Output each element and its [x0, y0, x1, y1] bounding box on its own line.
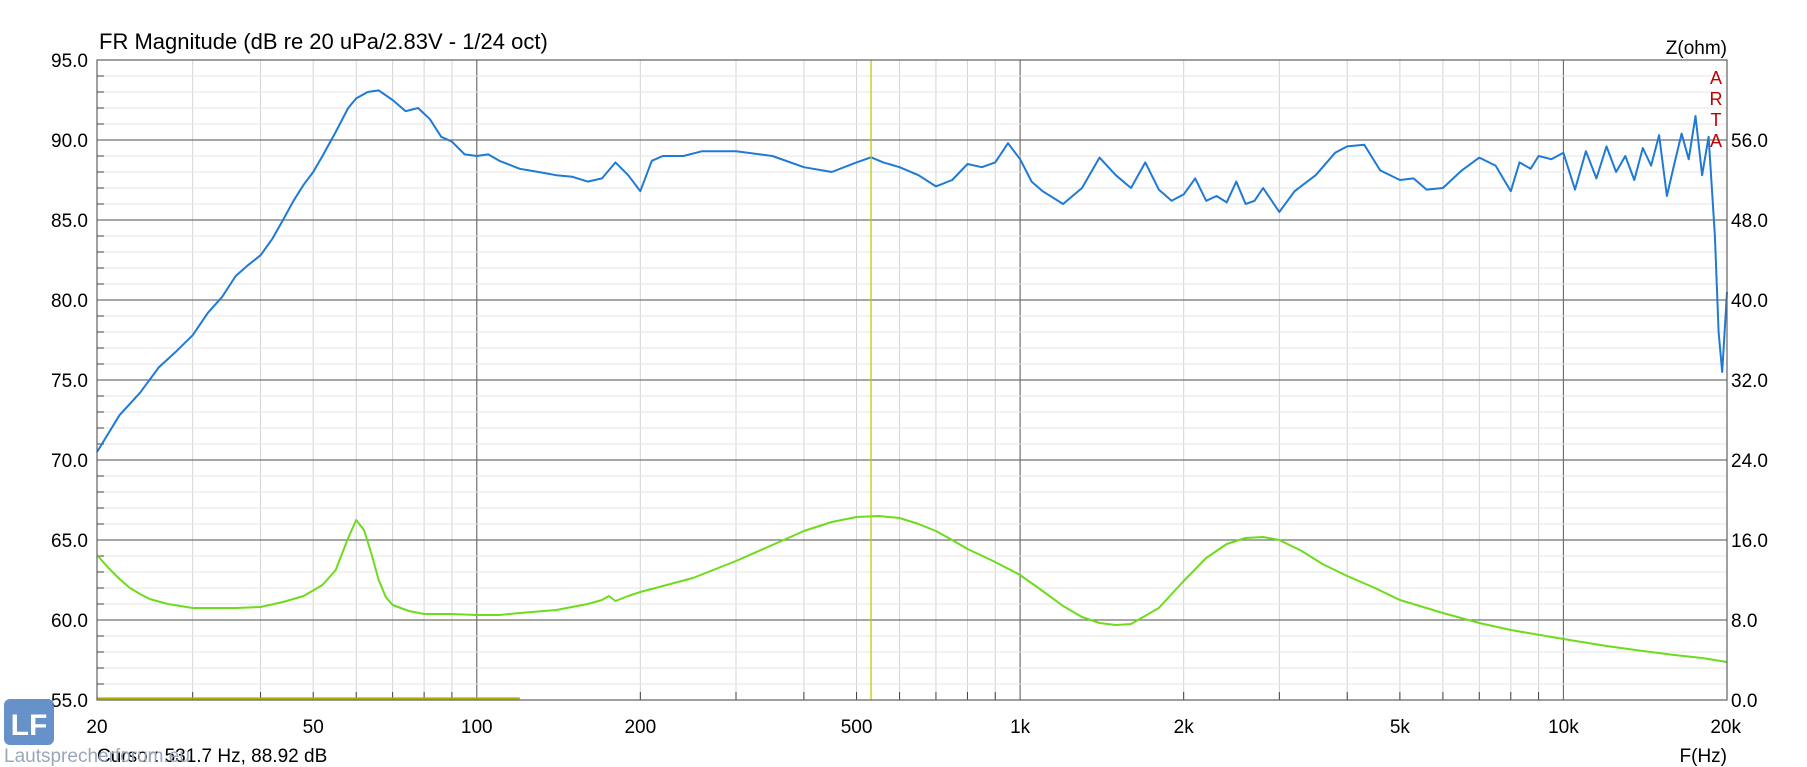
y-right-tick-label: 56.0	[1731, 131, 1768, 152]
x-tick-label: 10k	[1548, 717, 1579, 738]
y-left-tick-label: 60.0	[51, 611, 88, 632]
arta-letter: R	[1710, 89, 1723, 109]
y-right-tick-label: 16.0	[1731, 531, 1768, 552]
x-tick-label: 50	[303, 717, 324, 738]
x-tick-label: 200	[624, 717, 656, 738]
watermark-text: Lautsprecherforum.eu	[4, 746, 190, 767]
arta-letter: A	[1710, 68, 1722, 88]
labels: 95.0 90.0 85.0 80.0 75.0 70.0 65.0 60.0 55.0 56.0…	[51, 51, 1768, 738]
y-left-tick-label: 55.0	[51, 691, 88, 712]
x-tick-label: 20k	[1710, 717, 1741, 738]
grid	[97, 60, 1727, 700]
x-tick-label: 20	[86, 717, 107, 738]
y-left-tick-label: 65.0	[51, 531, 88, 552]
chart-title: FR Magnitude (dB re 20 uPa/2.83V - 1/24 …	[99, 29, 548, 54]
y-left-tick-label: 90.0	[51, 131, 88, 152]
y-right-tick-label: 32.0	[1731, 371, 1768, 392]
cursor-readout: Cursor: 531.7 Hz, 88.92 dB	[97, 746, 327, 767]
y-right-tick-label: 40.0	[1731, 291, 1768, 312]
x-tick-label: 100	[461, 717, 493, 738]
x-tick-label: 2k	[1174, 717, 1195, 738]
watermark-logo-text: LF	[11, 709, 48, 742]
arta-letter: T	[1711, 110, 1722, 130]
x-tick-label: 500	[841, 717, 873, 738]
x-tick-label: 1k	[1010, 717, 1031, 738]
watermark-logo-icon	[4, 699, 54, 745]
x-tick-label: 5k	[1390, 717, 1411, 738]
curves	[96, 89, 1728, 700]
y-right-tick-label: 48.0	[1731, 211, 1768, 232]
right-axis-label: Z(ohm)	[1666, 38, 1727, 59]
y-left-tick-label: 95.0	[51, 51, 88, 72]
y-left-tick-label: 80.0	[51, 291, 88, 312]
y-left-tick-label: 70.0	[51, 451, 88, 472]
y-right-tick-label: 8.0	[1731, 611, 1757, 632]
y-left-tick-label: 85.0	[51, 211, 88, 232]
x-axis-label: F(Hz)	[1680, 746, 1727, 767]
plot-frame	[96, 59, 1728, 701]
y-right-tick-label: 0.0	[1731, 691, 1757, 712]
impedance-curve	[96, 515, 1728, 663]
arta-letter: A	[1710, 131, 1722, 151]
frequency-response-curve	[96, 89, 1728, 453]
y-left-tick-label: 75.0	[51, 371, 88, 392]
watermark: LF Lautsprecherforum.eu	[4, 699, 190, 767]
y-right-tick-label: 24.0	[1731, 451, 1768, 472]
